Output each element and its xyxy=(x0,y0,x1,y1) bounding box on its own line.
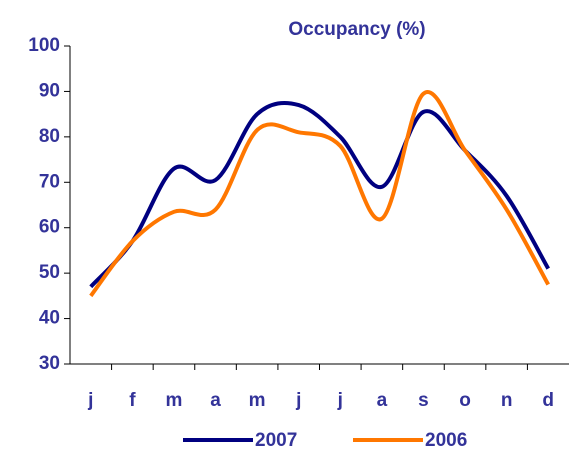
x-tick-label: a xyxy=(210,390,221,411)
y-tick-label: 70 xyxy=(39,171,60,192)
x-tick-label: s xyxy=(418,390,429,411)
y-tick-label: 40 xyxy=(39,308,60,329)
x-tick-label: j xyxy=(337,390,343,411)
y-tick-label: 30 xyxy=(39,353,60,374)
x-tick-label: j xyxy=(87,390,93,411)
x-tick-label: j xyxy=(295,390,301,411)
x-tick-label: f xyxy=(129,390,136,411)
x-tick-label: m xyxy=(249,390,266,411)
y-tick-label: 50 xyxy=(39,262,60,283)
x-tick-label: m xyxy=(166,390,183,411)
x-tick-label: d xyxy=(542,390,554,411)
legend-label: 2007 xyxy=(255,430,297,451)
series-line xyxy=(89,90,550,298)
legend-label: 2006 xyxy=(425,430,467,451)
y-tick-label: 80 xyxy=(39,126,60,147)
series-line xyxy=(89,100,550,289)
y-tick-label: 100 xyxy=(28,35,60,56)
y-tick-label: 60 xyxy=(39,217,60,238)
x-tick-label: n xyxy=(501,390,513,411)
y-tick-label: 90 xyxy=(39,80,60,101)
x-tick-label: a xyxy=(377,390,388,411)
x-tick-label: o xyxy=(459,390,471,411)
chart-title: Occupancy (%) xyxy=(288,19,425,40)
